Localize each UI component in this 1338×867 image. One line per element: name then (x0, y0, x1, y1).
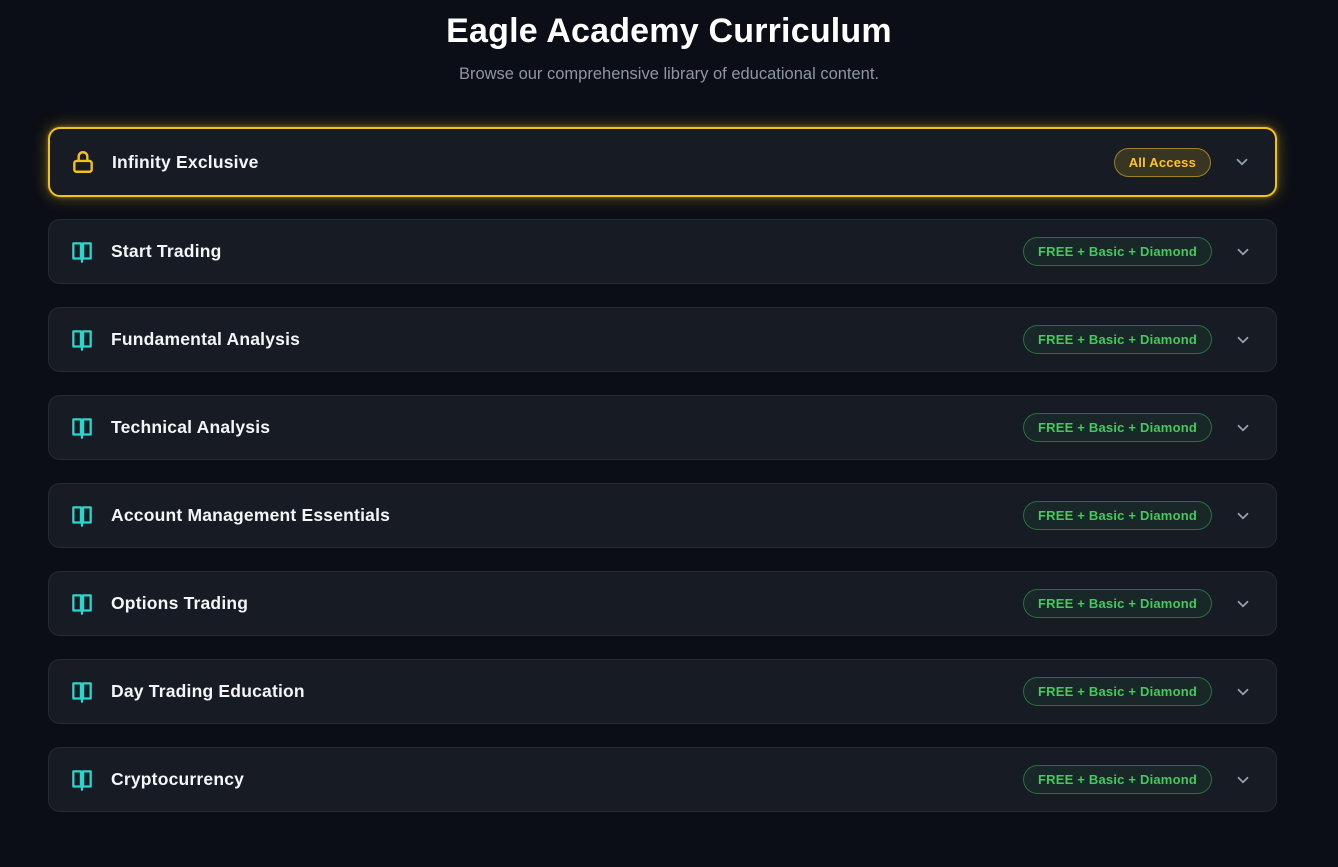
section-label: Technical Analysis (111, 417, 271, 437)
page-header: Eagle Academy Curriculum Browse our comp… (0, 12, 1338, 84)
access-badge: All Access (1113, 147, 1211, 177)
book-open-icon (69, 767, 95, 793)
section-fundamental-analysis[interactable]: Fundamental Analysis FREE + Basic + Diam… (48, 307, 1277, 372)
access-badge: FREE + Basic + Diamond (1022, 237, 1212, 266)
section-label: Start Trading (111, 241, 222, 261)
section-infinity-exclusive[interactable]: Infinity Exclusive All Access (48, 127, 1277, 197)
access-badge: FREE + Basic + Diamond (1022, 413, 1212, 442)
book-open-icon (69, 503, 95, 529)
chevron-down-icon[interactable] (1234, 331, 1252, 349)
access-badge: FREE + Basic + Diamond (1022, 677, 1212, 706)
chevron-down-icon[interactable] (1234, 771, 1252, 789)
section-label: Day Trading Education (111, 681, 305, 701)
section-label: Infinity Exclusive (112, 151, 259, 172)
section-account-management-essentials[interactable]: Account Management Essentials FREE + Bas… (48, 483, 1277, 548)
access-badge: FREE + Basic + Diamond (1022, 765, 1212, 794)
access-badge: FREE + Basic + Diamond (1022, 325, 1212, 354)
section-label: Account Management Essentials (111, 505, 391, 525)
book-open-icon (69, 415, 95, 441)
section-day-trading-education[interactable]: Day Trading Education FREE + Basic + Dia… (48, 659, 1277, 724)
section-cryptocurrency[interactable]: Cryptocurrency FREE + Basic + Diamond (48, 747, 1277, 812)
lock-icon (70, 149, 96, 175)
book-open-icon (69, 591, 95, 617)
chevron-down-icon[interactable] (1234, 507, 1252, 525)
chevron-down-icon[interactable] (1234, 595, 1252, 613)
section-options-trading[interactable]: Options Trading FREE + Basic + Diamond (48, 571, 1277, 636)
chevron-down-icon[interactable] (1234, 683, 1252, 701)
access-badge: FREE + Basic + Diamond (1022, 501, 1212, 530)
section-label: Cryptocurrency (111, 769, 245, 789)
section-label: Fundamental Analysis (111, 329, 301, 349)
page-title: Eagle Academy Curriculum (446, 12, 892, 50)
chevron-down-icon[interactable] (1233, 153, 1251, 171)
book-open-icon (69, 327, 95, 353)
book-open-icon (69, 239, 95, 265)
access-badge: FREE + Basic + Diamond (1022, 589, 1212, 618)
section-technical-analysis[interactable]: Technical Analysis FREE + Basic + Diamon… (48, 395, 1277, 460)
section-start-trading[interactable]: Start Trading FREE + Basic + Diamond (48, 219, 1277, 284)
chevron-down-icon[interactable] (1234, 419, 1252, 437)
chevron-down-icon[interactable] (1234, 243, 1252, 261)
page-subtitle: Browse our comprehensive library of educ… (458, 65, 880, 83)
book-open-icon (69, 679, 95, 705)
section-label: Options Trading (111, 593, 249, 613)
curriculum-accordion-list: Infinity Exclusive All Access Start Trad… (48, 127, 1277, 812)
